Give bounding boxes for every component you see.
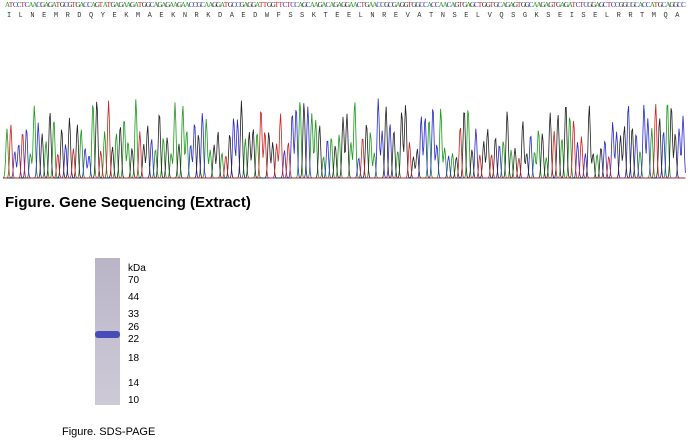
marker-label: 33 — [128, 309, 140, 320]
amino-acid: E — [112, 12, 116, 20]
marker-label: 14 — [128, 378, 140, 389]
amino-acid: R — [617, 12, 622, 20]
amino-acid: A — [417, 12, 422, 20]
amino-acid: E — [347, 12, 351, 20]
amino-acid: V — [488, 12, 493, 20]
amino-acid: G — [523, 12, 527, 20]
caption: Figure. SDS-PAGE — [62, 426, 155, 438]
amino-acid: L — [19, 12, 23, 20]
caption: Figure. Gene Sequencing (Extract) — [5, 194, 251, 211]
marker-label: 18 — [128, 353, 140, 364]
marker-label: 26 — [128, 322, 140, 333]
amino-acid: M — [136, 12, 140, 20]
amino-acid: L — [605, 12, 609, 20]
amino-acid: R — [628, 12, 633, 20]
amino-acid: V — [406, 12, 411, 20]
dna-sequence: ATCCTCAACGAGATGCGTGACCAGTATGAGAAGATGGCAG… — [5, 1, 686, 9]
amino-acid: S — [288, 12, 292, 20]
amino-acid: F — [277, 12, 281, 20]
marker-label: 70 — [128, 275, 140, 286]
amino-acid: M — [54, 12, 58, 20]
trace — [3, 100, 686, 179]
marker-label: 44 — [128, 292, 140, 303]
marker-label: 10 — [128, 395, 140, 406]
amino-acid: Q — [89, 12, 93, 20]
amino-acid: E — [394, 12, 398, 20]
amino-acid: E — [241, 12, 245, 20]
amino-acid: W — [265, 12, 270, 20]
amino-acid: K — [171, 12, 176, 20]
amino-acid: L — [359, 12, 363, 20]
marker-label: 22 — [128, 334, 140, 345]
amino-acid: M — [652, 12, 656, 20]
gel-band — [95, 331, 120, 338]
amino-acid: A — [148, 12, 153, 20]
amino-acid: R — [382, 12, 387, 20]
amino-acid: K — [124, 12, 129, 20]
amino-acid: N — [441, 12, 445, 20]
amino-acid: T — [324, 12, 328, 20]
amino-acid: K — [535, 12, 540, 20]
amino-acid: L — [476, 12, 480, 20]
amino-acid: E — [335, 12, 339, 20]
unit-label: kDa — [128, 263, 146, 274]
amino-acid: Y — [101, 12, 106, 20]
amino-acid: S — [511, 12, 515, 20]
amino-acid: S — [581, 12, 585, 20]
amino-acid: D — [77, 12, 81, 20]
amino-acid: K — [206, 12, 211, 20]
amino-acid: E — [159, 12, 163, 20]
amino-acid: I — [7, 12, 11, 20]
amino-acid: T — [429, 12, 433, 20]
amino-acid: R — [195, 12, 200, 20]
amino-acid: N — [183, 12, 187, 20]
amino-acid: E — [464, 12, 468, 20]
amino-acid: A — [230, 12, 235, 20]
amino-acid: S — [452, 12, 456, 20]
amino-acid: S — [546, 12, 550, 20]
amino-acid: S — [300, 12, 304, 20]
amino-acid: K — [312, 12, 317, 20]
amino-acid: A — [675, 12, 680, 20]
chromatogram — [2, 98, 686, 179]
amino-acid: Q — [499, 12, 503, 20]
amino-acid: E — [42, 12, 46, 20]
amino-acid: N — [370, 12, 374, 20]
amino-acid: R — [66, 12, 71, 20]
amino-acid: Q — [664, 12, 668, 20]
amino-acid: E — [558, 12, 562, 20]
amino-acid: T — [640, 12, 644, 20]
amino-acid: D — [253, 12, 257, 20]
amino-acid: I — [570, 12, 574, 20]
amino-acid: N — [30, 12, 34, 20]
amino-acid: D — [218, 12, 222, 20]
amino-acid: E — [593, 12, 597, 20]
